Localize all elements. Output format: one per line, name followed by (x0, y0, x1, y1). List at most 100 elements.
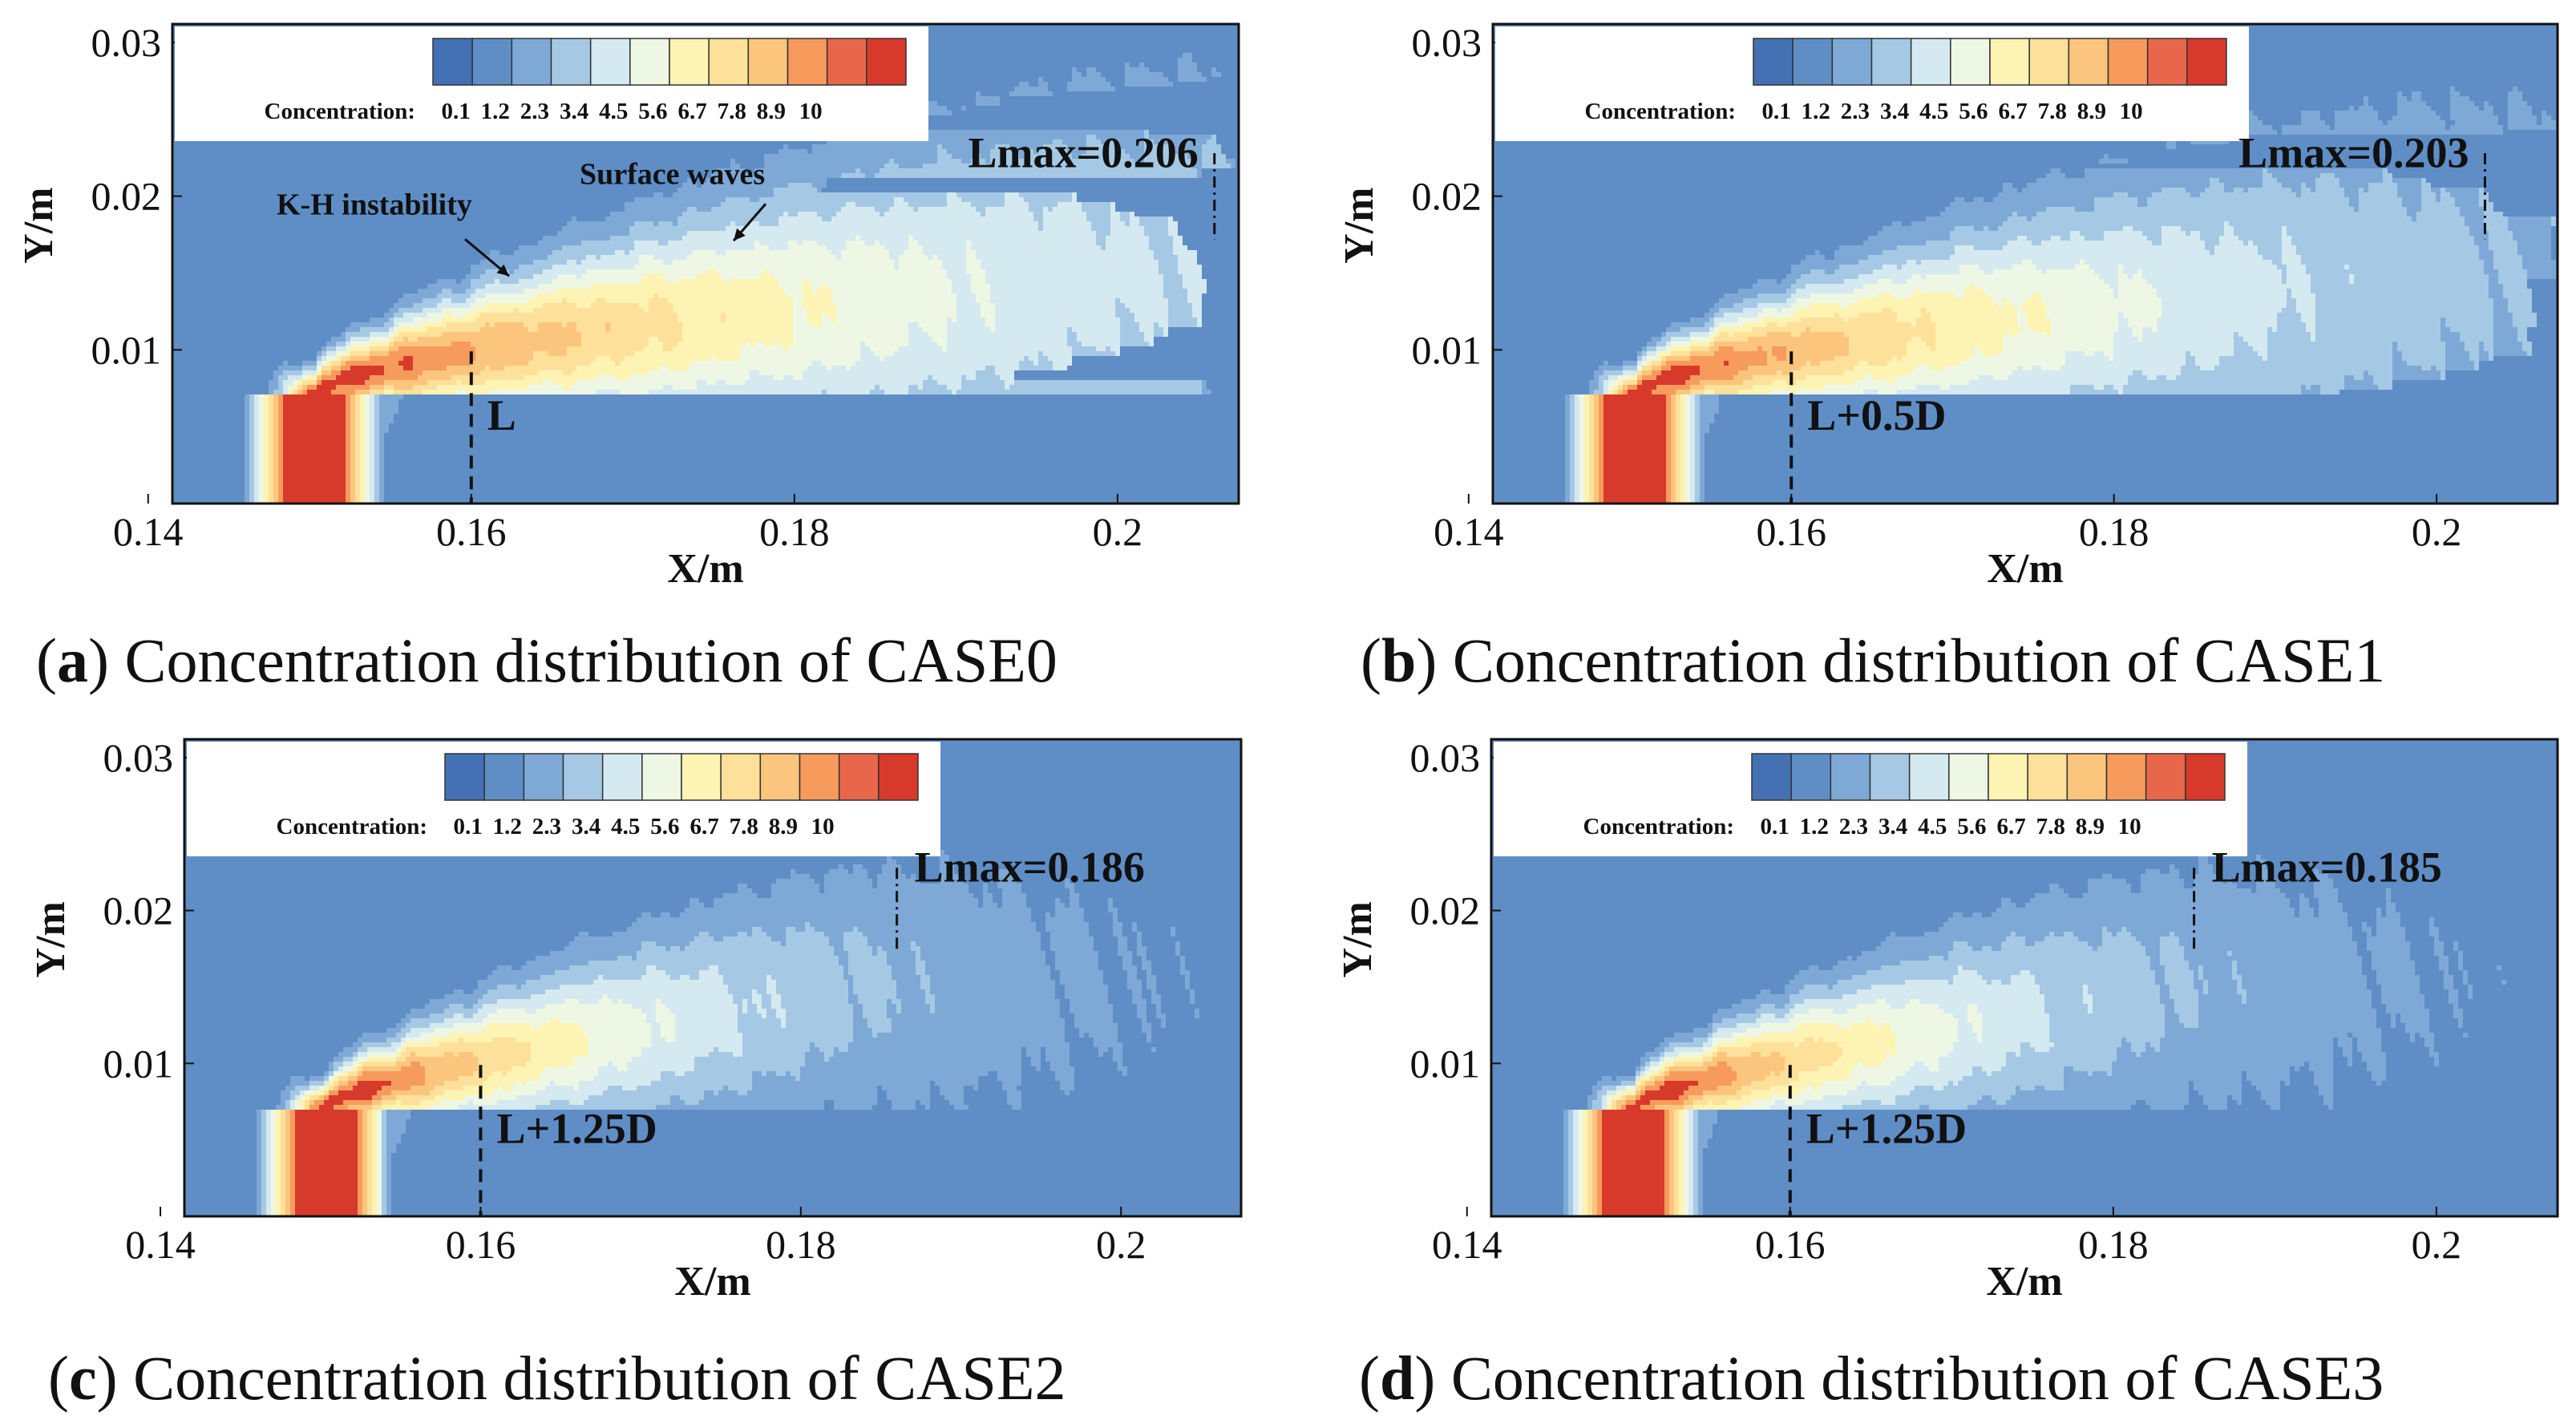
contour-cell (403, 366, 413, 370)
contour-cell (370, 457, 374, 462)
contour-cell (1637, 380, 1642, 385)
contour-cell (1700, 486, 1705, 491)
contour-cell (1882, 250, 1955, 255)
contour-cell (266, 1158, 271, 1163)
contour-cell (908, 332, 928, 337)
contour-cell (2046, 313, 2118, 318)
contour-cell (1666, 419, 1671, 423)
contour-cell (377, 1110, 382, 1114)
contour-cell (887, 1095, 930, 1100)
contour-cell (1563, 1119, 1568, 1124)
contour-cell (283, 370, 302, 375)
contour-cell (360, 399, 365, 404)
contour-cell (259, 476, 264, 481)
contour-cell (1579, 428, 1584, 433)
contour-cell (940, 869, 954, 874)
contour-cell (290, 1134, 295, 1139)
contour-cell (1575, 443, 1579, 447)
contour-cell (2449, 999, 2458, 1004)
contour-cell (1647, 342, 1656, 346)
contour-cell (288, 390, 293, 394)
contour-cell (557, 289, 783, 293)
caption-label: b (1381, 625, 1416, 695)
contour-cell (1943, 922, 2348, 927)
contour-cell (1669, 1158, 1674, 1163)
contour-cell (475, 318, 677, 322)
contour-cell (394, 337, 403, 342)
contour-cell (1664, 1057, 1674, 1062)
contour-cell (1671, 471, 1676, 476)
contour-cell (1597, 1139, 1602, 1143)
contour-cell (1053, 140, 1062, 144)
contour-cell (1921, 274, 1926, 279)
contour-cell (1857, 1004, 1891, 1009)
contour-cell (1599, 366, 1623, 370)
contour-cell (2392, 361, 2407, 366)
contour-cell (2489, 284, 2503, 289)
contour-cell (613, 999, 617, 1004)
contour-cell (2035, 980, 2155, 985)
contour-cell (2493, 337, 2517, 342)
contour-cell (1125, 221, 1130, 226)
contour-cell (634, 351, 740, 356)
contour-cell (1642, 361, 1647, 366)
contour-cell (1907, 346, 1931, 351)
contour-cell (634, 221, 653, 226)
contour-cell (1785, 1013, 1794, 1018)
contour-cell (2133, 327, 2142, 332)
contour-cell (374, 491, 379, 496)
contour-cell (471, 342, 581, 346)
contour-cell (2493, 313, 2513, 318)
contour-cell (827, 390, 870, 394)
contour-cell (1072, 346, 1096, 351)
contour-cell (1940, 212, 2012, 216)
contour-cell (1834, 269, 1873, 274)
contour-cell (545, 1086, 574, 1090)
contour-cell (848, 985, 853, 989)
contour-cell (923, 106, 947, 111)
contour-cell (261, 1124, 266, 1129)
contour-cell (1688, 1095, 1703, 1100)
contour-cell (249, 496, 254, 500)
contour-cell (346, 404, 350, 409)
contour-cell (492, 1038, 516, 1042)
contour-cell (475, 298, 528, 303)
contour-cell (1972, 1028, 1982, 1033)
contour-cell (677, 342, 745, 346)
contour-cell (346, 486, 350, 491)
contour-cell (689, 898, 699, 903)
contour-cell (1690, 457, 1695, 462)
contour-cell (358, 1206, 362, 1211)
contour-cell (1717, 1028, 1746, 1033)
contour-cell (2165, 970, 2194, 975)
contour-cell (2484, 101, 2489, 106)
contour-cell (2165, 1023, 2184, 1028)
contour-cell (1096, 231, 1110, 236)
contour-cell (2372, 965, 2415, 970)
contour-cell (278, 491, 283, 496)
contour-cell (646, 1018, 656, 1023)
contour-cell (2376, 908, 2381, 912)
contour-cell (817, 289, 831, 293)
contour-cell (875, 173, 1197, 178)
contour-cell (1685, 486, 1690, 491)
contour-cell (2277, 327, 2306, 332)
contour-cell (1806, 284, 1863, 289)
contour-cell (1700, 370, 1738, 375)
contour-cell (2051, 332, 2113, 337)
contour-cell (1881, 1062, 1915, 1066)
contour-cell (1666, 414, 1671, 419)
contour-cell (2397, 346, 2445, 351)
contour-cell (1626, 1086, 1636, 1090)
contour-cell (567, 322, 576, 327)
contour-cell (276, 1163, 281, 1167)
contour-cell (283, 385, 288, 390)
contour-cell (2155, 975, 2165, 980)
contour-cell (2376, 970, 2415, 975)
contour-cell (2035, 893, 2068, 898)
contour-cell (774, 188, 817, 192)
contour-cell (2181, 370, 2364, 375)
contour-cell (2117, 932, 2131, 936)
contour-cell (1575, 404, 1579, 409)
contour-cell (778, 284, 803, 289)
